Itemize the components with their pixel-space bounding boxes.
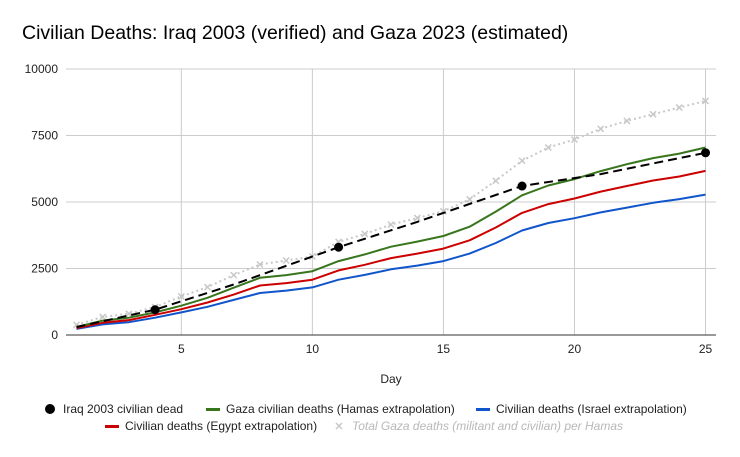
legend-label: Gaza civilian deaths (Hamas extrapolatio… xyxy=(226,402,455,416)
series-line-total-gaza-deaths xyxy=(76,99,706,326)
chart-title: Civilian Deaths: Iraq 2003 (verified) an… xyxy=(22,22,569,44)
x-marker xyxy=(623,117,631,125)
x-marker xyxy=(204,283,212,291)
legend-marker xyxy=(335,422,343,430)
x-marker xyxy=(99,313,107,321)
y-tick-label: 7500 xyxy=(31,129,58,143)
x-marker xyxy=(701,97,710,105)
x-marker xyxy=(675,104,683,112)
plot-area xyxy=(72,97,711,330)
y-tick-label: 2500 xyxy=(31,262,58,276)
legend-label: Iraq 2003 civilian dead xyxy=(63,402,183,416)
legend-marker xyxy=(45,404,55,414)
data-point-iraq-2003 xyxy=(701,148,711,158)
tick-labels: 0 2500 5000 7500 10000 5 10 15 20 25 xyxy=(25,62,713,356)
y-tick-label: 0 xyxy=(51,328,58,342)
x-marker xyxy=(125,310,133,318)
x-tick-label: 5 xyxy=(178,342,185,356)
x-marker xyxy=(570,135,578,144)
gridlines xyxy=(66,68,716,335)
x-tick-label: 25 xyxy=(699,342,713,356)
x-marker xyxy=(466,195,474,203)
x-axis-label: Day xyxy=(380,372,401,386)
x-tick-label: 15 xyxy=(437,342,451,356)
y-tick-label: 10000 xyxy=(25,62,59,76)
legend-swatch xyxy=(476,408,490,411)
legend: Iraq 2003 civilian dead Gaza civilian dea… xyxy=(45,402,687,433)
x-marker xyxy=(597,125,605,133)
x-marker xyxy=(387,221,395,229)
x-tick-label: 10 xyxy=(306,342,320,356)
x-marker xyxy=(413,214,421,222)
x-marker xyxy=(518,157,526,165)
legend-label: Civilian deaths (Israel extrapolation) xyxy=(496,402,687,416)
x-tick-label: 20 xyxy=(568,342,582,356)
legend-swatch xyxy=(105,425,119,428)
data-point-iraq-2003 xyxy=(517,181,527,191)
x-marker xyxy=(649,110,657,118)
series-line-israel xyxy=(76,193,706,330)
x-marker xyxy=(492,177,500,185)
legend-label: Total Gaza deaths (militant and civilian… xyxy=(352,419,623,433)
y-tick-label: 5000 xyxy=(31,195,58,209)
data-point-iraq-2003 xyxy=(150,305,160,315)
x-marker xyxy=(230,271,238,279)
data-point-iraq-2003 xyxy=(334,242,344,252)
x-marker xyxy=(282,256,290,265)
legend-label: Civilian deaths (Egypt extrapolation) xyxy=(125,419,317,433)
x-marker xyxy=(544,143,552,152)
x-marker xyxy=(177,292,185,300)
legend-swatch xyxy=(206,408,220,411)
x-marker xyxy=(361,230,369,238)
x-marker xyxy=(256,260,264,269)
series-line-iraq-2003 xyxy=(76,151,706,328)
series-line-egypt xyxy=(76,169,706,330)
series-line-gaza-hamas xyxy=(76,146,706,328)
